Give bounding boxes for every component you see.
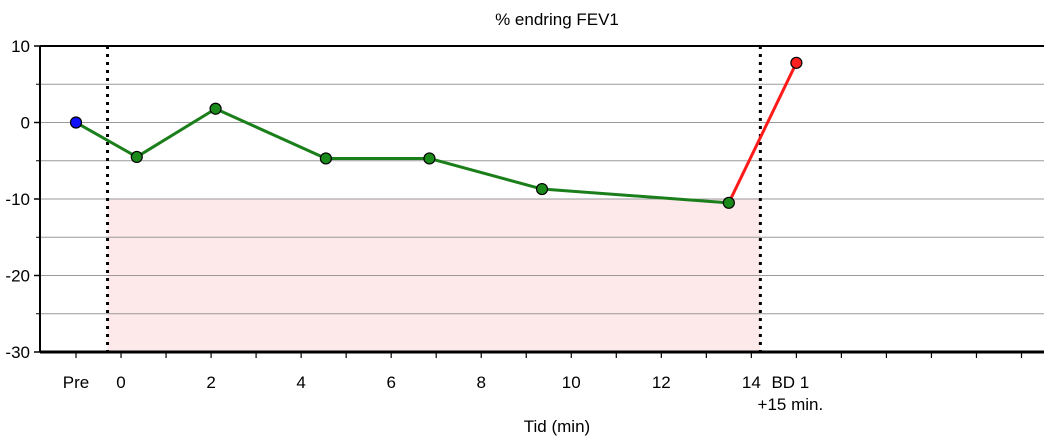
x-tick-label: 10 — [562, 373, 581, 392]
x-tick-label: 8 — [476, 373, 485, 392]
data-point — [130, 150, 143, 164]
data-point — [535, 182, 549, 196]
y-tick-label: 0 — [21, 114, 30, 133]
x-axis-title: Tid (min) — [524, 417, 590, 436]
chart-title: % endring FEV1 — [495, 10, 619, 29]
x-tick-label: 2 — [206, 373, 215, 392]
y-tick-label: -30 — [5, 343, 30, 362]
pre-data-point — [69, 116, 83, 129]
x-tick-label-bd-sub: +15 min. — [758, 395, 824, 414]
x-tick-label-bd: BD 1 — [771, 373, 809, 392]
y-tick-label: -10 — [5, 190, 30, 209]
data-point — [209, 102, 222, 115]
data-point — [423, 152, 436, 165]
y-tick-label: 10 — [11, 37, 30, 56]
series-line-1 — [727, 62, 798, 204]
data-point — [319, 152, 332, 165]
y-tick-label: -20 — [5, 267, 30, 286]
bd-data-point — [790, 56, 803, 69]
data-point — [722, 196, 735, 209]
x-tick-label: 6 — [386, 373, 395, 392]
x-tick-label: 4 — [296, 373, 305, 392]
x-tick-label: 0 — [116, 373, 125, 392]
x-tick-label: 14 — [742, 373, 761, 392]
x-tick-label: Pre — [63, 373, 89, 392]
x-tick-label: 12 — [652, 373, 671, 392]
